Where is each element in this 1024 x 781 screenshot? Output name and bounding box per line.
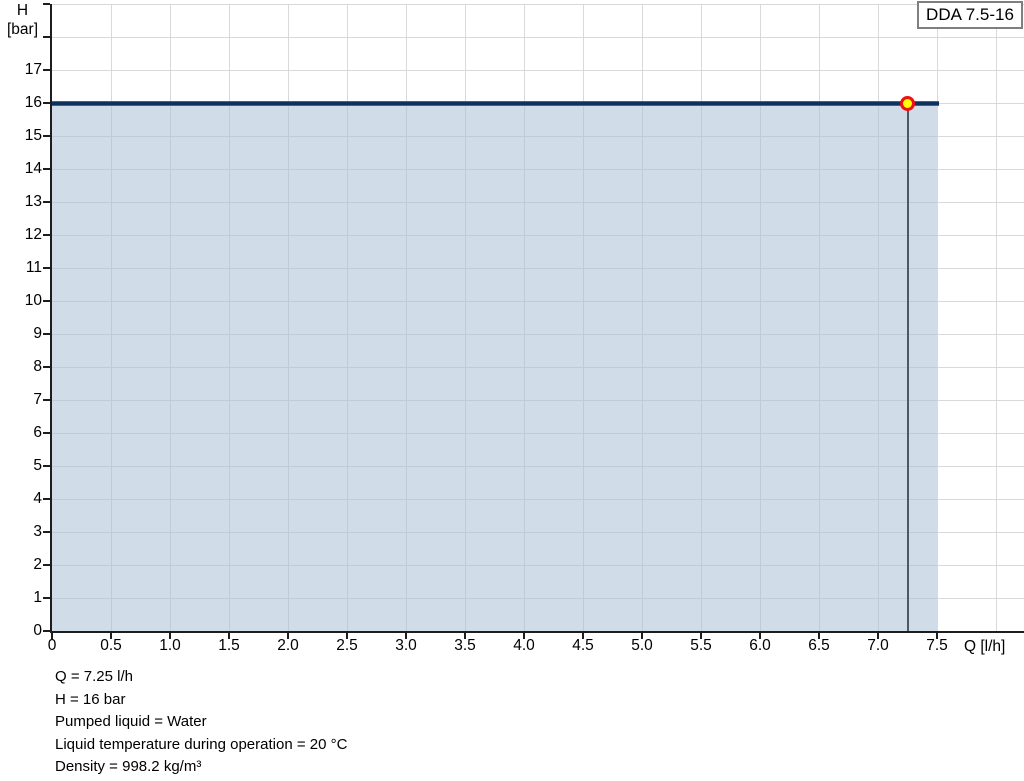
x-tick	[287, 633, 289, 639]
x-tick-label: 1.0	[159, 637, 181, 654]
x-tick-label: 7.5	[926, 637, 948, 654]
pump-curve-line	[52, 101, 939, 106]
y-tick-label: 7	[33, 391, 42, 408]
y-tick-label: 6	[33, 424, 42, 441]
y-tick	[43, 69, 50, 71]
y-tick-label: 11	[25, 259, 42, 276]
y-tick	[43, 102, 50, 104]
h-gridline	[52, 70, 1024, 71]
v-gridline	[937, 4, 938, 631]
y-tick-label: 14	[24, 160, 42, 177]
x-tick	[818, 633, 820, 639]
x-tick	[877, 633, 879, 639]
x-tick-label: 6.5	[808, 637, 830, 654]
x-tick-label: 5.0	[631, 637, 653, 654]
x-tick	[523, 633, 525, 639]
y-tick	[43, 597, 50, 599]
y-tick	[43, 531, 50, 533]
x-tick-label: 6.0	[749, 637, 771, 654]
x-tick	[700, 633, 702, 639]
annotation-density: Density = 998.2 kg/m³	[55, 758, 202, 775]
x-tick	[936, 633, 938, 639]
y-tick-label: 0	[33, 622, 42, 639]
x-tick-label: 0.5	[100, 637, 122, 654]
x-tick	[759, 633, 761, 639]
y-axis-caption-symbol: H	[16, 2, 29, 19]
x-tick	[582, 633, 584, 639]
y-tick-label: 5	[33, 457, 42, 474]
x-tick	[169, 633, 171, 639]
y-tick-label: 9	[33, 325, 42, 342]
x-tick-label: 3.0	[395, 637, 417, 654]
y-tick	[43, 630, 50, 632]
x-tick-label: 2.0	[277, 637, 299, 654]
annotation-temperature: Liquid temperature during operation = 20…	[55, 735, 348, 753]
annotation-head: H = 16 bar	[55, 690, 126, 708]
y-axis-caption-unit: [bar]	[6, 21, 38, 38]
x-tick-label: 0	[47, 637, 57, 654]
y-tick-label: 3	[33, 523, 42, 540]
y-axis-caption: H [bar]	[0, 1, 45, 39]
allowed-operating-area	[52, 105, 937, 631]
operating-conditions: Q = 7.25 l/h H = 16 bar Pumped liquid = …	[55, 666, 347, 779]
y-tick-label: 17	[24, 61, 42, 78]
annotation-liquid: Pumped liquid = Water	[55, 713, 207, 730]
pump-model-label: DDA 7.5-16	[926, 5, 1014, 24]
x-tick-label: 5.5	[690, 637, 712, 654]
x-axis-line	[50, 631, 1024, 633]
y-tick	[43, 201, 50, 203]
x-tick	[228, 633, 230, 639]
y-tick-label: 1	[33, 589, 42, 606]
v-gridline	[996, 4, 997, 631]
y-tick	[43, 498, 50, 500]
operating-point-dropline	[906, 103, 909, 631]
y-tick	[43, 135, 50, 137]
y-tick	[43, 333, 50, 335]
y-tick	[43, 3, 50, 5]
x-tick-label: 7.0	[867, 637, 889, 654]
x-tick	[110, 633, 112, 639]
y-tick	[43, 300, 50, 302]
x-tick	[641, 633, 643, 639]
y-tick	[43, 399, 50, 401]
y-tick	[43, 564, 50, 566]
y-axis-line	[50, 4, 52, 633]
x-tick	[346, 633, 348, 639]
y-tick-label: 8	[33, 358, 42, 375]
y-tick-label: 16	[24, 94, 42, 111]
x-tick-label: 2.5	[336, 637, 358, 654]
y-tick	[43, 234, 50, 236]
y-tick	[43, 168, 50, 170]
y-tick	[43, 366, 50, 368]
x-tick-label: 4.5	[572, 637, 594, 654]
x-tick	[405, 633, 407, 639]
pump-model-badge: DDA 7.5-16	[917, 1, 1023, 29]
x-axis-caption: Q [l/h]	[964, 638, 1006, 655]
y-tick-label: 2	[33, 556, 42, 573]
y-tick-label: 10	[24, 292, 42, 309]
y-tick-label: 12	[24, 226, 42, 243]
operating-point-marker	[900, 95, 915, 111]
annotation-flow: Q = 7.25 l/h	[55, 668, 133, 685]
y-tick	[43, 432, 50, 434]
h-gridline	[52, 4, 1024, 5]
y-tick-label: 15	[24, 127, 42, 144]
x-tick	[464, 633, 466, 639]
x-tick-label: 4.0	[513, 637, 535, 654]
y-tick-label: 13	[24, 193, 42, 210]
y-tick	[43, 465, 50, 467]
x-tick-label: 1.5	[218, 637, 240, 654]
y-tick-label: 4	[33, 490, 42, 507]
y-tick	[43, 36, 50, 38]
x-tick-label: 3.5	[454, 637, 476, 654]
h-gridline	[52, 37, 1024, 38]
y-tick	[43, 267, 50, 269]
x-tick	[51, 633, 53, 639]
